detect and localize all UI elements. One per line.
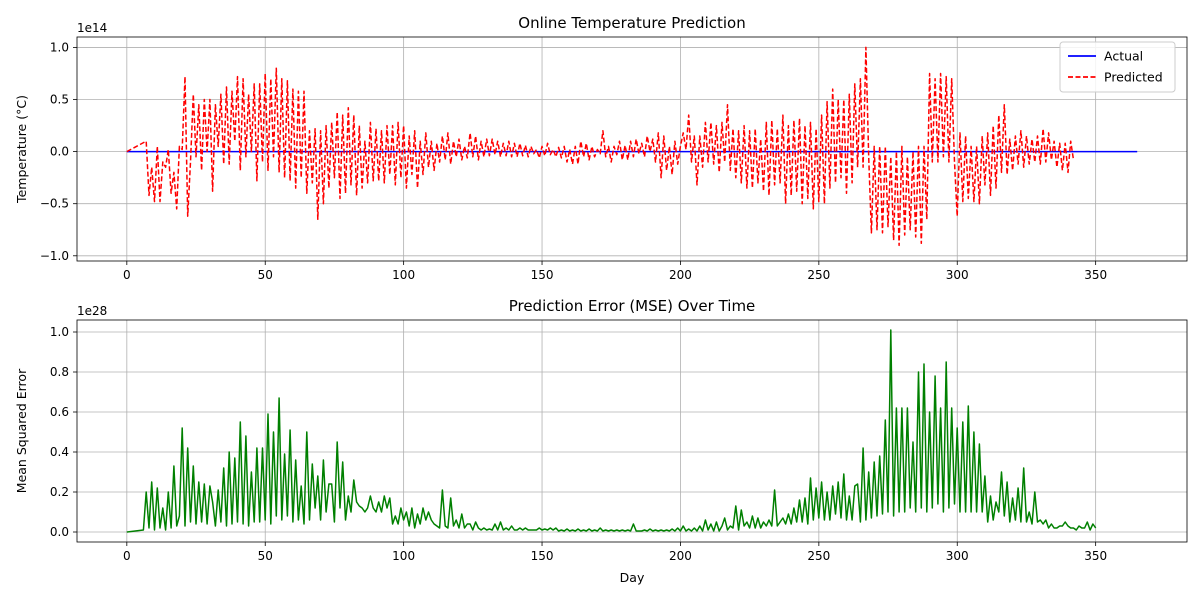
y-tick-label: 1.0 [50,40,69,54]
mse-error-subplot: 0 50 100 150 200 250 300 3500.00.20.40.60.81.0 … [14,297,1188,585]
y-tick-label: 0.2 [50,485,69,499]
plot-frame [76,319,1188,543]
series-line-predicted [126,46,1075,247]
y-axis-label: Mean Squared Error [14,368,29,493]
x-tick-label: 200 [669,268,692,282]
x-tick-label: 50 [258,268,273,282]
y-tick-label: 0.0 [50,525,69,539]
y-axis-offset-label: 1e28 [77,304,107,318]
y-tick-label: 0.8 [50,365,69,379]
x-tick-label: 100 [392,268,415,282]
x-tick-label: 150 [531,549,554,563]
y-tick-label: −1.0 [40,249,69,263]
x-tick-label: 300 [946,268,969,282]
y-axis-label: Temperature (°C) [14,95,29,204]
x-tick-label: 250 [807,268,830,282]
y-tick-label: 0.0 [50,145,69,159]
plot-frame [76,36,1188,262]
x-tick-label: 0 [123,549,131,563]
legend-box [1059,41,1176,93]
legend: Actual Predicted [1059,41,1176,93]
x-tick-label: 250 [807,549,830,563]
chart-title: Online Temperature Prediction [518,14,745,32]
y-tick-label: −0.5 [40,197,69,211]
x-tick-label: 350 [1084,268,1107,282]
x-tick-label: 0 [123,268,131,282]
legend-label-predicted: Predicted [1104,70,1163,85]
temperature-prediction-subplot: 0 50 100 150 200 250 300 350 −1.0 −0.5 0.0 0.5 1.0 O… [14,14,1188,282]
x-tick-label: 150 [531,268,554,282]
y-tick-label: 0.4 [50,445,69,459]
x-tick-label: 300 [946,549,969,563]
x-tick-label: 200 [669,549,692,563]
y-tick-label: 0.5 [50,93,69,107]
x-tick-label: 50 [258,549,273,563]
chart-title: Prediction Error (MSE) Over Time [509,297,756,315]
x-axis-label: Day [620,570,645,585]
x-tick-label: 350 [1084,549,1107,563]
y-axis-offset-label: 1e14 [77,21,107,35]
y-tick-label: 0.6 [50,405,69,419]
series-line-mse [126,329,1097,533]
y-tick-label: 1.0 [50,325,69,339]
legend-label-actual: Actual [1104,49,1143,64]
x-tick-label: 100 [392,549,415,563]
